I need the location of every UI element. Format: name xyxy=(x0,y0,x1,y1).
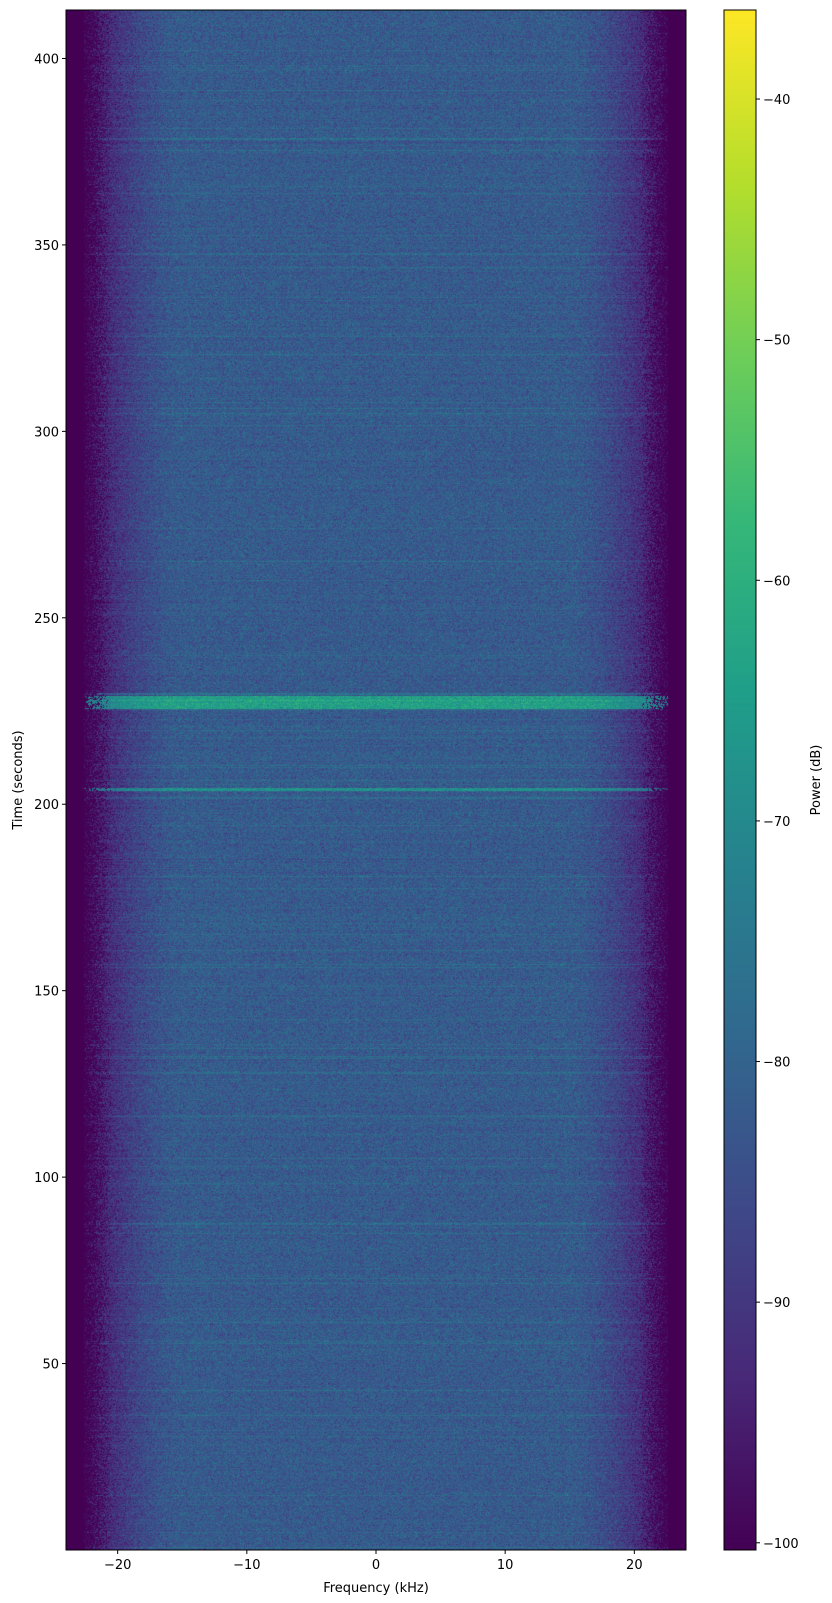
y-tick-label: 400 xyxy=(34,52,59,67)
colorbar-tick-label: −80 xyxy=(763,1056,790,1071)
x-tick-label: −10 xyxy=(233,1558,260,1573)
y-axis-label: Time (seconds) xyxy=(11,730,26,830)
spectrogram-heatmap xyxy=(66,10,686,1550)
x-tick-label: 10 xyxy=(497,1558,514,1573)
y-tick-label: 350 xyxy=(34,239,59,254)
colorbar-frame xyxy=(723,9,757,1551)
colorbar-tick-label: −90 xyxy=(763,1296,790,1311)
colorbar-label: Power (dB) xyxy=(809,745,824,816)
x-tick-label: 20 xyxy=(626,1558,643,1573)
colorbar-tick-label: −100 xyxy=(763,1537,799,1552)
colorbar-tick-label: −50 xyxy=(763,334,790,349)
y-tick-label: 200 xyxy=(34,798,59,813)
colorbar-ticks: −40 −50 −60 −70 −80 −90 −100 xyxy=(756,93,799,1552)
y-tick-label: 300 xyxy=(34,425,59,440)
colorbar-tick-label: −40 xyxy=(763,93,790,108)
colorbar-tick-label: −60 xyxy=(763,574,790,589)
y-tick-label: 100 xyxy=(34,1171,59,1186)
x-tick-label: −20 xyxy=(104,1558,131,1573)
x-ticks: −20 −10 0 10 20 xyxy=(104,1550,643,1573)
x-axis-label: Frequency (kHz) xyxy=(323,1581,429,1596)
spectrogram-plot xyxy=(66,10,686,1550)
colorbar-tick-label: −70 xyxy=(763,815,790,830)
y-tick-label: 150 xyxy=(34,985,59,1000)
colorbar-gradient xyxy=(724,10,756,1550)
y-tick-label: 250 xyxy=(34,612,59,627)
x-tick-label: 0 xyxy=(372,1558,380,1573)
plot-frame xyxy=(65,9,687,1551)
y-tick-label: 50 xyxy=(42,1358,59,1373)
y-ticks: 50 100 150 200 250 300 350 400 xyxy=(34,52,66,1373)
